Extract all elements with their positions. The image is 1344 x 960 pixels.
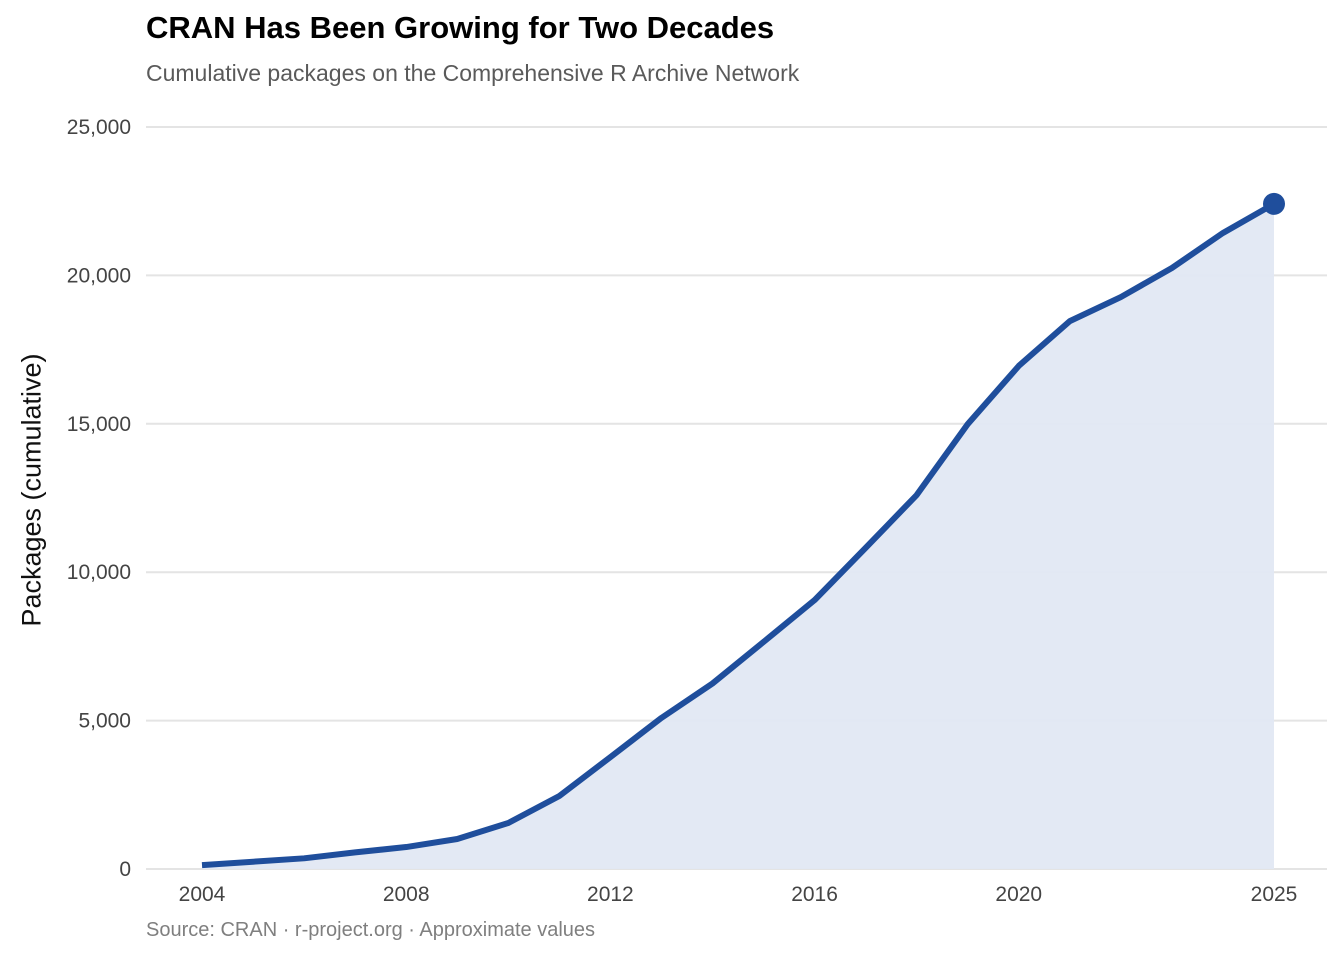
x-tick-label: 2016 xyxy=(791,883,838,906)
y-tick-labels: 0 5,000 10,000 15,000 20,000 25,000 xyxy=(67,116,131,881)
x-tick-label: 2025 xyxy=(1251,883,1298,906)
y-tick-label: 0 xyxy=(119,858,131,881)
chart-subtitle: Cumulative packages on the Comprehensive… xyxy=(146,60,800,86)
area-layer xyxy=(202,203,1274,869)
y-tick-label: 20,000 xyxy=(67,264,131,287)
x-tick-label: 2004 xyxy=(179,883,226,906)
area-fill xyxy=(202,203,1274,869)
chart-title: CRAN Has Been Growing for Two Decades xyxy=(146,10,775,45)
y-tick-label: 5,000 xyxy=(78,710,131,733)
x-tick-labels: 2004 2008 2012 2016 2020 2025 xyxy=(179,883,1298,906)
x-tick-label: 2008 xyxy=(383,883,430,906)
chart-caption: Source: CRAN · r-project.org · Approxima… xyxy=(146,919,596,941)
line-layer xyxy=(201,192,1285,869)
y-tick-label: 15,000 xyxy=(67,413,131,436)
last-point-marker xyxy=(1263,192,1285,215)
y-tick-label: 25,000 xyxy=(67,116,131,139)
x-tick-label: 2020 xyxy=(995,883,1042,906)
x-tick-label: 2012 xyxy=(587,883,634,906)
y-tick-label: 10,000 xyxy=(67,561,131,584)
